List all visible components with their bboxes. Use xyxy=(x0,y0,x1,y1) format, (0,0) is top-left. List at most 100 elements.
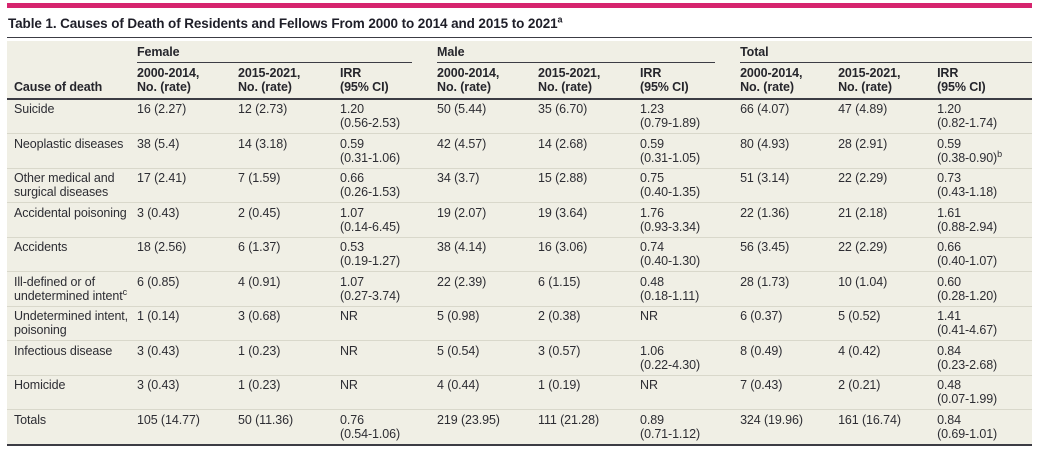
value-cell: 0.75 (0.40-1.35) xyxy=(640,167,741,203)
value-line: 1.41 xyxy=(937,309,961,323)
value-line: 0.75 xyxy=(640,171,664,185)
value-cell: 34 (3.7) xyxy=(437,167,539,203)
value-line: 28 (2.91) xyxy=(838,136,888,151)
value-cell: 6 (1.15) xyxy=(538,271,641,306)
value-cell: 1.07 (0.27-3.74) xyxy=(340,271,438,306)
value-line: 56 (3.45) xyxy=(740,240,790,254)
value-line: 38 (4.14) xyxy=(437,240,487,254)
column-group-label: Total xyxy=(740,45,1033,63)
value-cell: 4 (0.44) xyxy=(437,374,539,410)
value-line: 51 (3.14) xyxy=(740,171,790,185)
value-cell: 5 (0.98) xyxy=(437,305,539,341)
column-header: 2000-2014, No. (rate) xyxy=(740,63,839,100)
value-cell: 50 (11.36) xyxy=(238,409,340,445)
value-line: 0.84 xyxy=(937,412,961,427)
value-cell: 10 (1.04) xyxy=(838,271,938,306)
value-cell: 22 (2.39) xyxy=(437,271,539,306)
value-line: 14 (2.68) xyxy=(538,136,588,151)
cause-line: Homicide xyxy=(14,378,66,392)
value-cell: 4 (0.91) xyxy=(238,271,340,306)
value-line: 50 (11.36) xyxy=(238,412,294,427)
value-cell: 38 (4.14) xyxy=(437,236,539,272)
value-cell: 0.59 (0.31-1.06) xyxy=(340,133,438,168)
column-header: 2000-2014, No. (rate) xyxy=(137,63,238,100)
value-line: (0.07-1.99) xyxy=(937,392,998,406)
value-line: 5 (0.98) xyxy=(437,309,480,323)
value-line: (0.88-2.94) xyxy=(937,219,998,234)
value-cell: 80 (4.93) xyxy=(740,133,839,168)
cause-line: poisoning xyxy=(14,323,67,337)
value-line: (0.23-2.68) xyxy=(937,357,998,372)
value-cell: 1.76 (0.93-3.34) xyxy=(640,202,741,237)
value-line: (0.22-4.30) xyxy=(640,357,701,372)
table-header: Female Male Total Cause of death 2000-2014… xyxy=(7,41,1033,100)
value-cell: 50 (5.44) xyxy=(437,99,538,134)
value-cell: 219 (23.95) xyxy=(437,409,539,445)
value-line: 0.48 xyxy=(640,274,664,289)
value-line: (0.19-1.27) xyxy=(340,254,401,268)
value-cell: 14 (3.18) xyxy=(238,133,340,168)
cause-line: Accidents xyxy=(14,240,68,254)
value-cell: NR xyxy=(340,305,438,341)
column-group-female: Female xyxy=(137,41,437,63)
value-cell: 51 (3.14) xyxy=(740,167,839,203)
value-cell: 5 (0.54) xyxy=(437,340,539,375)
value-line: NR xyxy=(340,309,358,323)
value-line: 6 (1.15) xyxy=(538,274,581,289)
value-line: 28 (1.73) xyxy=(740,274,790,289)
table-title: Table 1. Causes of Death of Residents an… xyxy=(7,15,1032,38)
value-line: 42 (4.57) xyxy=(437,136,487,151)
value-line: 19 (2.07) xyxy=(437,205,487,220)
value-cell: 0.66 (0.26-1.53) xyxy=(340,167,438,203)
value-line: 0.76 xyxy=(340,412,364,427)
value-cell: 105 (14.77) xyxy=(137,409,238,445)
value-cell: 1 (0.14) xyxy=(137,305,238,341)
column-header-line: 2000-2014, xyxy=(437,65,500,80)
column-header-line: (95% CI) xyxy=(340,79,389,94)
value-line: 1.07 xyxy=(340,205,364,220)
value-line: 3 (0.43) xyxy=(137,343,180,358)
column-header-line: No. (rate) xyxy=(437,79,491,94)
value-line: 38 (5.4) xyxy=(137,136,180,151)
value-line: 1.07 xyxy=(340,274,364,289)
value-line: (0.43-1.18) xyxy=(937,185,998,199)
value-cell: 2 (0.38) xyxy=(538,305,641,341)
value-line: (0.38-0.90)b xyxy=(937,148,1003,165)
value-line: 0.48 xyxy=(937,378,961,392)
value-line: 3 (0.57) xyxy=(538,343,581,358)
value-cell: 0.48 (0.18-1.11) xyxy=(640,271,741,306)
column-header-line: No. (rate) xyxy=(740,79,794,94)
article-table-figure: Table 1. Causes of Death of Residents an… xyxy=(0,3,1039,446)
value-line: 47 (4.89) xyxy=(838,102,888,116)
accent-bar xyxy=(7,3,1032,8)
value-cell: 0.76 (0.54-1.06) xyxy=(340,409,438,445)
value-cell: 66 (4.07) xyxy=(740,99,838,134)
value-line: 4 (0.42) xyxy=(838,343,881,358)
column-header-line: IRR xyxy=(340,65,362,80)
value-cell: 18 (2.56) xyxy=(137,236,238,272)
column-header: IRR (95% CI) xyxy=(340,63,438,100)
value-cell: 1.06 (0.22-4.30) xyxy=(640,340,741,375)
value-line: 219 (23.95) xyxy=(437,412,500,427)
value-cell: 1.61 (0.88-2.94) xyxy=(937,202,1033,237)
column-header: IRR (95% CI) xyxy=(937,63,1033,100)
value-line: 3 (0.68) xyxy=(238,309,281,323)
value-line: 0.59 xyxy=(640,136,664,151)
value-cell: NR xyxy=(340,340,438,375)
value-line: 22 (1.36) xyxy=(740,205,790,220)
cause-line: surgical diseases xyxy=(14,185,109,199)
value-line: (0.18-1.11) xyxy=(640,288,700,303)
value-line: 21 (2.18) xyxy=(838,205,888,220)
column-header: 2000-2014, No. (rate) xyxy=(437,63,539,100)
cause-of-death-cell: Suicide xyxy=(7,99,137,134)
value-cell: 1.20 (0.56-2.53) xyxy=(340,99,437,134)
table-row: Infectious disease 3 (0.43) 1 (0.23) NR 5 (0… xyxy=(7,340,1033,375)
value-line: (0.14-6.45) xyxy=(340,219,401,234)
table-row: Homicide 3 (0.43) 1 (0.23) NR 4 (0.44) 1 (0.1… xyxy=(7,374,1033,410)
value-line: 4 (0.44) xyxy=(437,378,480,392)
value-line: 7 (0.43) xyxy=(740,378,783,392)
cause-of-death-cell: Totals xyxy=(7,409,137,445)
value-cell: 7 (0.43) xyxy=(740,374,839,410)
value-line: 2 (0.45) xyxy=(238,205,281,220)
column-header-line: IRR xyxy=(640,65,662,80)
